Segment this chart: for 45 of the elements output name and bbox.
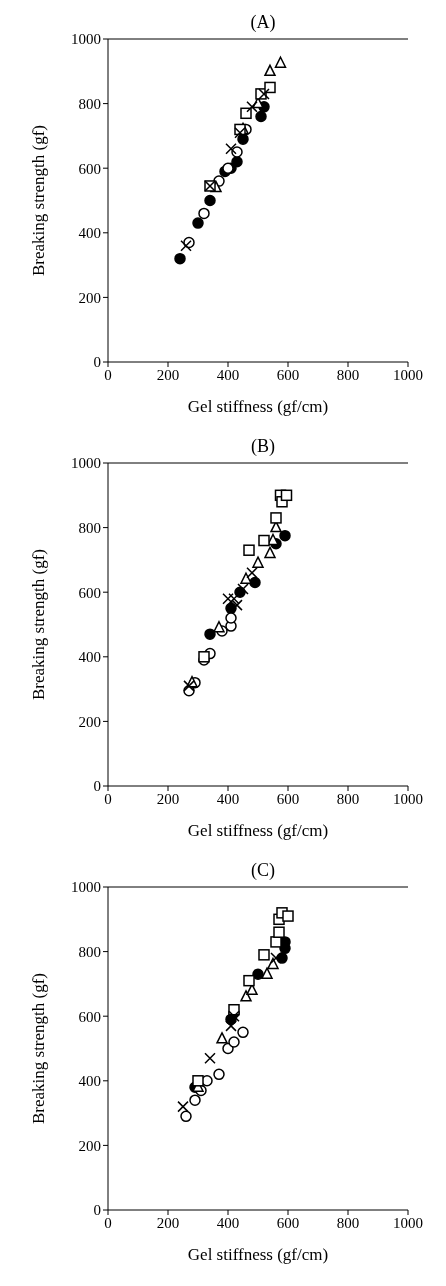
x-tick-label: 200 (156, 790, 180, 807)
x-tick-label: 0 (104, 366, 112, 383)
y-tick-label: 0 (93, 778, 101, 795)
chart-title: (C) (250, 860, 276, 881)
x-tick-label: 800 (336, 366, 360, 383)
chart-title: (B) (250, 436, 276, 457)
y-tick-label: 800 (78, 95, 101, 112)
y-tick-label: 600 (78, 584, 101, 601)
y-tick-label: 1000 (71, 879, 101, 896)
y-tick-label: 200 (78, 1137, 101, 1154)
x-tick-label: 0 (104, 790, 112, 807)
x-tick-label: 600 (276, 1214, 300, 1231)
x-tick-label: 800 (336, 1214, 360, 1231)
x-tick-label: 0 (104, 1214, 112, 1231)
y-tick-label: 800 (78, 519, 101, 536)
x-axis-title: Gel stiffness (gf/cm) (187, 821, 329, 840)
y-axis-title: Breaking strength (gf) (29, 548, 49, 701)
x-tick-label: 600 (276, 366, 300, 383)
x-tick-label: 600 (276, 790, 300, 807)
y-tick-label: 400 (78, 649, 101, 666)
y-tick-label: 1000 (71, 455, 101, 472)
x-tick-label: 1000 (393, 366, 423, 383)
x-tick-label: 400 (216, 366, 240, 383)
y-tick-label: 200 (78, 713, 101, 730)
y-tick-label: 600 (78, 160, 101, 177)
x-tick-label: 200 (156, 1214, 180, 1231)
y-axis-title: Breaking strength (gf) (29, 124, 49, 277)
y-tick-label: 200 (78, 289, 101, 306)
x-tick-label: 800 (336, 790, 360, 807)
y-tick-label: 1000 (71, 31, 101, 48)
y-tick-label: 800 (78, 943, 101, 960)
y-tick-label: 600 (78, 1008, 101, 1025)
x-axis-title: Gel stiffness (gf/cm) (187, 397, 329, 416)
x-tick-label: 1000 (393, 1214, 423, 1231)
chart-title: (A) (249, 12, 277, 33)
y-axis-title: Breaking strength (gf) (29, 972, 49, 1125)
y-tick-label: 400 (78, 1073, 101, 1090)
x-axis-title: Gel stiffness (gf/cm) (187, 1245, 329, 1264)
x-tick-label: 200 (156, 366, 180, 383)
y-tick-label: 0 (93, 1202, 101, 1219)
y-tick-label: 0 (93, 354, 101, 371)
x-tick-label: 400 (216, 1214, 240, 1231)
x-tick-label: 400 (216, 790, 240, 807)
x-tick-label: 1000 (393, 790, 423, 807)
y-tick-label: 400 (78, 225, 101, 242)
